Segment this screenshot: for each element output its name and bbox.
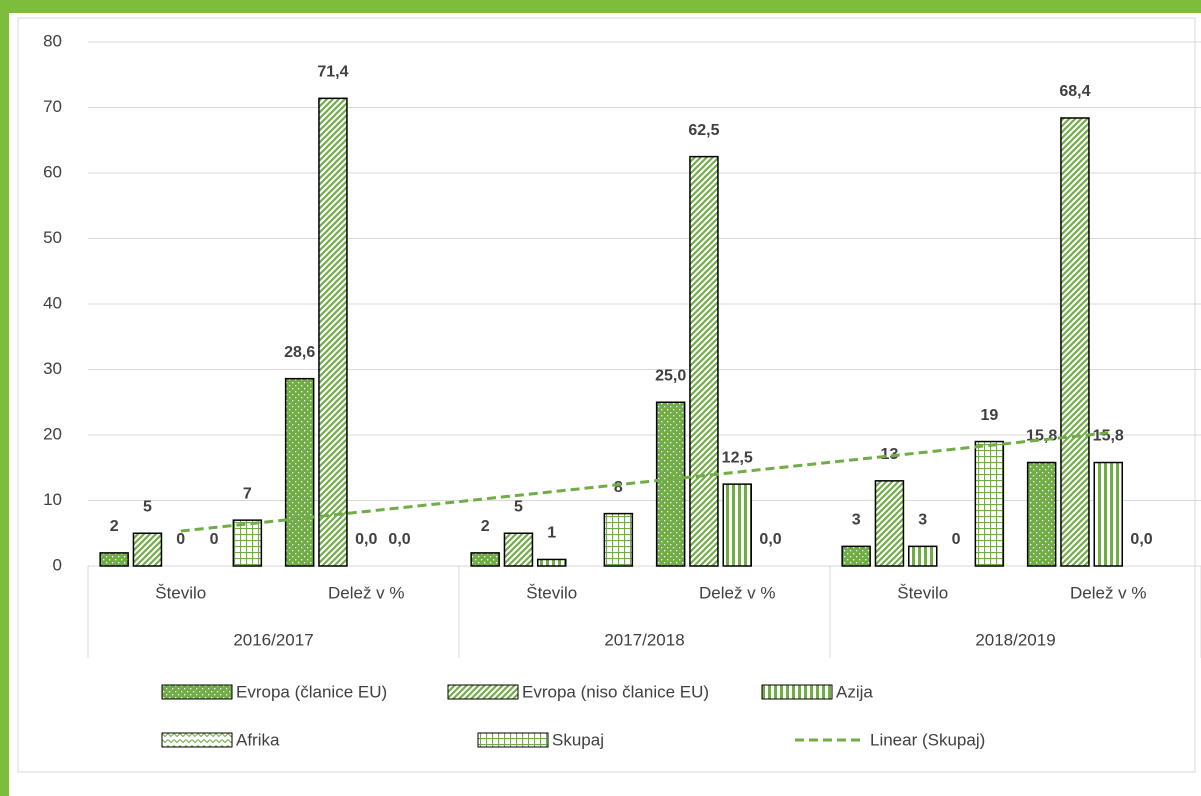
legend-swatch <box>447 684 519 700</box>
data-label: 15,8 <box>1093 428 1124 445</box>
x-tick-label: Število <box>155 583 206 602</box>
bar <box>874 480 905 567</box>
data-label: 0,0 <box>388 531 410 548</box>
x-tick-label: Število <box>526 583 577 602</box>
data-label: 7 <box>243 485 252 502</box>
bar <box>232 519 263 567</box>
x-tick-label: Število <box>897 583 948 602</box>
legend-label: Evropa (niso članice EU) <box>522 682 709 701</box>
legend-swatch <box>761 684 833 700</box>
group-label: 2016/2017 <box>233 630 313 649</box>
data-label: 1 <box>547 525 556 542</box>
x-tick-label: Delež v % <box>1070 583 1147 602</box>
legend-label: Linear (Skupaj) <box>870 730 985 749</box>
bar <box>908 545 938 567</box>
bar <box>132 532 163 567</box>
bar <box>1060 117 1090 567</box>
bar <box>841 545 871 567</box>
data-label: 68,4 <box>1059 83 1090 100</box>
data-label: 71,4 <box>317 64 348 81</box>
data-label: 0,0 <box>355 531 377 548</box>
data-label: 13 <box>881 446 899 463</box>
y-tick-label: 30 <box>43 359 62 378</box>
data-label: 0,0 <box>1130 531 1152 548</box>
trendline <box>180 431 1109 533</box>
y-tick-label: 10 <box>43 490 62 509</box>
bar <box>503 532 534 567</box>
data-label: 3 <box>852 512 861 529</box>
legend-label: Evropa (članice EU) <box>236 682 387 701</box>
data-label: 8 <box>614 479 623 496</box>
chart-frame <box>17 17 1196 773</box>
bar <box>284 377 315 567</box>
bar <box>655 401 686 567</box>
data-label: 19 <box>980 407 998 424</box>
legend-label: Afrika <box>236 730 280 749</box>
bar <box>318 97 348 567</box>
data-label: 0 <box>952 531 961 548</box>
x-tick-label: Delež v % <box>328 583 405 602</box>
data-label: 62,5 <box>688 122 719 139</box>
y-tick-label: 70 <box>43 97 62 116</box>
bar <box>537 558 567 567</box>
y-tick-label: 0 <box>53 555 62 574</box>
legend-label: Skupaj <box>552 730 604 749</box>
y-tick-label: 50 <box>43 228 62 247</box>
bar <box>99 552 129 567</box>
data-label: 3 <box>918 512 927 529</box>
data-label: 5 <box>143 498 152 515</box>
group-label: 2018/2019 <box>975 630 1055 649</box>
data-label: 28,6 <box>284 344 315 361</box>
data-label: 2 <box>110 518 119 535</box>
data-label: 0 <box>210 531 219 548</box>
legend-swatch <box>161 732 233 748</box>
bar <box>689 155 719 567</box>
data-label: 2 <box>481 518 490 535</box>
group-label: 2017/2018 <box>604 630 684 649</box>
bar <box>1093 461 1123 567</box>
bar <box>470 552 500 567</box>
left-bar <box>0 0 9 796</box>
y-tick-label: 60 <box>43 162 62 181</box>
bar <box>1026 461 1057 567</box>
x-tick-label: Delež v % <box>699 583 776 602</box>
legend-label: Azija <box>836 682 873 701</box>
bar <box>722 483 752 567</box>
legend-swatch <box>477 732 549 748</box>
y-tick-label: 20 <box>43 424 62 443</box>
data-label: 5 <box>514 498 523 515</box>
data-label: 25,0 <box>655 367 686 384</box>
y-tick-label: 40 <box>43 293 62 312</box>
bar <box>974 440 1005 567</box>
legend-swatch <box>161 684 233 700</box>
data-label: 0 <box>176 531 185 548</box>
data-label: 0,0 <box>759 531 781 548</box>
top-bar <box>0 0 1201 13</box>
data-label: 12,5 <box>722 449 753 466</box>
y-tick-label: 80 <box>43 31 62 50</box>
bar <box>603 512 634 567</box>
